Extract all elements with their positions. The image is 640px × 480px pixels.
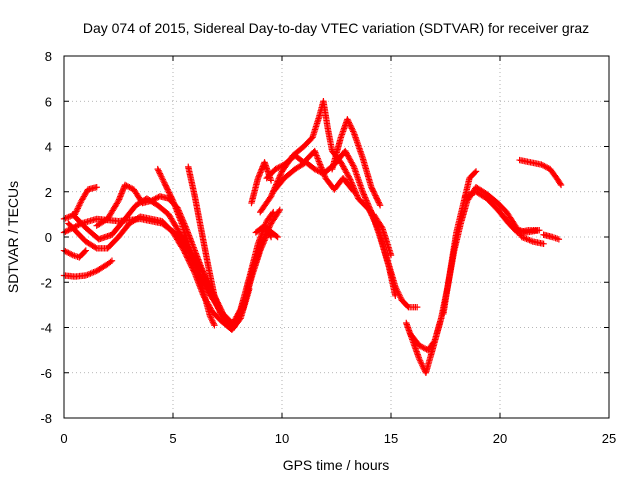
- series-arc-15: [328, 116, 384, 209]
- data-point-marks: [540, 231, 563, 243]
- data-point-marks: [154, 165, 218, 329]
- axis-ticks: [63, 55, 610, 419]
- y-axis-label: SDTVAR / TECUs: [5, 181, 21, 293]
- data-point-marks: [263, 147, 358, 195]
- x-tick-label: 0: [60, 431, 67, 446]
- series-arc-11: [257, 98, 421, 311]
- x-tick-label: 10: [275, 431, 289, 446]
- data-point-marks: [185, 163, 225, 318]
- y-tick-label: -2: [40, 275, 52, 290]
- series-arc-23: [540, 231, 563, 243]
- series-arc-14: [263, 147, 358, 195]
- y-tick-label: 8: [45, 49, 52, 64]
- series-arc-22: [516, 156, 565, 189]
- series-arc-19: [440, 168, 480, 318]
- y-tick-label: -6: [40, 366, 52, 381]
- x-axis-label: GPS time / hours: [283, 457, 390, 473]
- data-point-marks: [440, 168, 480, 318]
- y-tick-label: -4: [40, 321, 52, 336]
- y-tick-label: 4: [45, 140, 52, 155]
- y-tick-label: -8: [40, 411, 52, 426]
- x-tick-label: 5: [169, 431, 176, 446]
- series-arc-2: [60, 247, 89, 261]
- data-point-marks: [252, 222, 275, 241]
- data-point-marks: [60, 184, 100, 223]
- data-point-marks: [516, 156, 565, 189]
- data-point-marks: [407, 184, 547, 354]
- data-point-marks: [60, 247, 89, 261]
- y-tick-label: 0: [45, 230, 52, 245]
- data-point-marks: [257, 98, 421, 311]
- data-point-marks: [370, 211, 395, 259]
- series-arc-21: [509, 224, 543, 236]
- y-tick-label: 2: [45, 185, 52, 200]
- x-tick-label: 20: [493, 431, 507, 446]
- grid: [64, 56, 609, 418]
- series-arc-3: [60, 184, 100, 223]
- x-tick-label: 25: [602, 431, 616, 446]
- y-tick-label: 6: [45, 94, 52, 109]
- data-point-marks: [60, 257, 116, 280]
- series-arc-18: [407, 184, 547, 354]
- series-arc-13: [252, 222, 275, 241]
- series-arc-9: [185, 163, 225, 318]
- series-arc-16: [370, 211, 395, 259]
- data-point-marks: [328, 116, 384, 209]
- tick-labels: 0 5 10 15 20 25 -8 -6 -4 -2 0 2 4 6 8: [40, 49, 616, 446]
- series-arc-8: [154, 165, 218, 329]
- series-arc-1: [60, 257, 116, 280]
- x-tick-label: 15: [384, 431, 398, 446]
- chart-title: Day 074 of 2015, Sidereal Day-to-day VTE…: [83, 20, 589, 36]
- data-point-marks: [509, 224, 543, 236]
